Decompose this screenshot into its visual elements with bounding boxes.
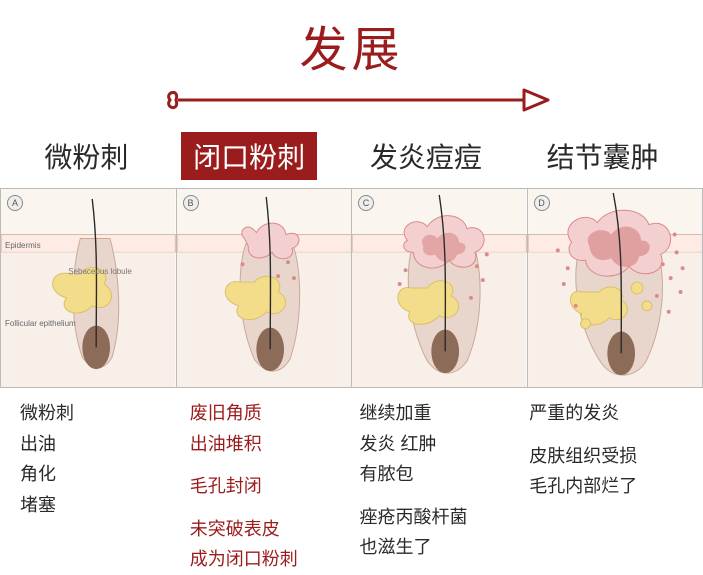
progression-arrow — [152, 86, 552, 114]
desc-line — [190, 502, 344, 514]
desc-line: 成为闭口粉刺 — [190, 544, 344, 575]
desc-line: 有脓包 — [360, 459, 514, 490]
desc-line: 也滋生了 — [360, 532, 514, 563]
stage-label-2: 闭口粉刺 — [181, 132, 317, 180]
main-title: 发展 — [0, 10, 703, 80]
desc-line: 出油堆积 — [190, 429, 344, 460]
desc-line: 毛孔封闭 — [190, 471, 344, 502]
panel-marker: C — [358, 195, 374, 211]
desc-line: 未突破表皮 — [190, 514, 344, 545]
desc-line: 微粉刺 — [20, 398, 174, 429]
desc-line — [360, 490, 514, 502]
stage-label-1: 微粉刺 — [32, 132, 140, 180]
stage-labels-row: 微粉刺 闭口粉刺 发炎痘痘 结节囊肿 — [0, 132, 703, 180]
desc-line: 出油 — [20, 429, 174, 460]
title-area: 发展 — [0, 0, 703, 114]
side-label-epidermis: Epidermis — [5, 237, 76, 255]
desc-line: 毛孔内部烂了 — [529, 471, 683, 502]
desc-col-1: 微粉刺出油角化堵塞 — [12, 398, 182, 575]
skin-svg-d — [528, 189, 703, 387]
stage-label-4: 结节囊肿 — [535, 132, 671, 180]
skin-svg-c — [352, 189, 527, 387]
desc-line: 堵塞 — [20, 490, 174, 521]
desc-line: 继续加重 — [360, 398, 514, 429]
desc-line — [190, 459, 344, 471]
panel-inflamed: C — [352, 189, 528, 387]
description-row: 微粉刺出油角化堵塞 废旧角质出油堆积 毛孔封闭 未突破表皮成为闭口粉刺 继续加重… — [0, 388, 703, 575]
desc-line — [529, 429, 683, 441]
desc-col-4: 严重的发炎 皮肤组织受损毛孔内部烂了 — [521, 398, 691, 575]
desc-col-3: 继续加重发炎 红肿有脓包 痤疮丙酸杆菌也滋生了 — [352, 398, 522, 575]
panel-nodule-cyst: D — [528, 189, 703, 387]
desc-col-2: 废旧角质出油堆积 毛孔封闭 未突破表皮成为闭口粉刺 — [182, 398, 352, 575]
panel-marker: A — [7, 195, 23, 211]
side-label-follicular: Follicular epithelium — [5, 315, 76, 333]
desc-line: 废旧角质 — [190, 398, 344, 429]
side-labels: Epidermis Follicular epithelium — [5, 237, 76, 332]
panel-microcomedone: A Epidermis Follicular epithelium Sebace… — [1, 189, 177, 387]
desc-line: 严重的发炎 — [529, 398, 683, 429]
sebaceous-label: Sebaceous lobule — [68, 267, 132, 276]
stage-label-3: 发炎痘痘 — [358, 132, 494, 180]
skin-diagram-row: A Epidermis Follicular epithelium Sebace… — [0, 188, 703, 388]
desc-line: 角化 — [20, 459, 174, 490]
panel-marker: D — [534, 195, 550, 211]
panel-closed-comedone: B — [177, 189, 353, 387]
panel-marker: B — [183, 195, 199, 211]
desc-line: 发炎 红肿 — [360, 429, 514, 460]
desc-line: 痤疮丙酸杆菌 — [360, 502, 514, 533]
desc-line: 皮肤组织受损 — [529, 441, 683, 472]
skin-svg-b — [177, 189, 352, 387]
